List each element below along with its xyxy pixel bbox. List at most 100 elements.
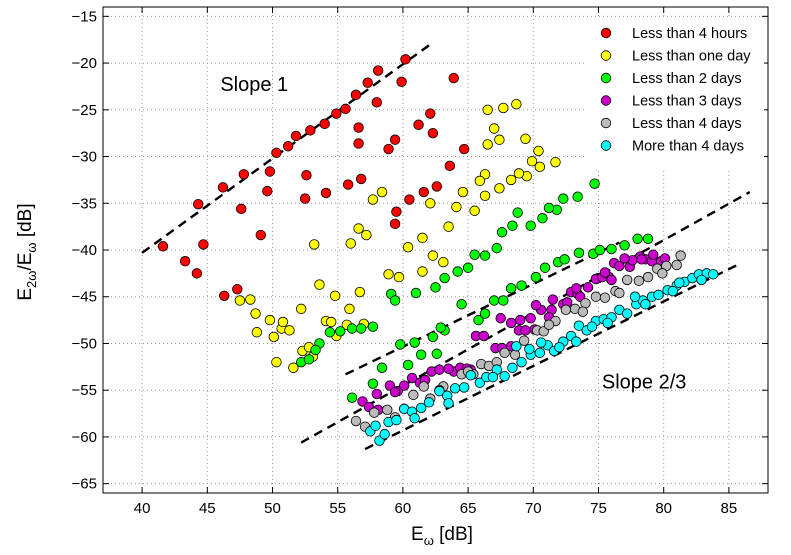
data-point xyxy=(511,341,522,352)
data-point xyxy=(310,344,321,356)
data-point xyxy=(516,356,527,368)
legend-marker xyxy=(600,72,612,84)
data-point xyxy=(179,256,191,267)
y-tick-label: −25 xyxy=(72,102,97,119)
series-5 xyxy=(365,268,719,446)
data-point xyxy=(674,277,685,288)
data-point xyxy=(219,290,230,301)
data-point xyxy=(619,240,630,251)
data-point xyxy=(558,193,569,204)
data-point xyxy=(474,175,486,187)
data-point xyxy=(443,363,454,374)
x-tick-label: 40 xyxy=(134,500,151,517)
data-point xyxy=(389,295,401,306)
legend-marker xyxy=(600,95,612,106)
data-point xyxy=(443,221,454,232)
x-tick-label: 50 xyxy=(264,500,281,517)
data-point xyxy=(525,313,536,324)
data-point xyxy=(582,282,594,293)
data-point xyxy=(511,98,522,110)
data-point xyxy=(309,239,320,250)
y-tick-label: −35 xyxy=(72,195,97,212)
data-point xyxy=(324,327,336,338)
data-point xyxy=(353,138,364,149)
legend-marker xyxy=(600,50,612,61)
data-point xyxy=(614,260,625,272)
data-point xyxy=(482,139,493,150)
data-point xyxy=(499,370,510,382)
data-point xyxy=(518,335,530,346)
data-point xyxy=(571,283,582,294)
data-point xyxy=(478,330,489,342)
data-point xyxy=(353,223,364,234)
data-point xyxy=(599,267,611,278)
data-point xyxy=(314,279,325,290)
x-tick-label: 60 xyxy=(395,500,412,517)
y-tick-label: −55 xyxy=(72,382,97,399)
data-point xyxy=(577,306,589,317)
data-point xyxy=(372,65,384,76)
legend-marker xyxy=(600,140,612,151)
data-point xyxy=(284,325,295,336)
data-point xyxy=(648,249,659,260)
data-point xyxy=(402,241,414,253)
data-point xyxy=(396,76,407,87)
data-point xyxy=(430,282,441,293)
data-point xyxy=(303,354,315,365)
y-tick-label: −50 xyxy=(72,335,97,352)
data-point xyxy=(434,385,445,397)
y-axis-label: E2ω/Eω [dB] xyxy=(15,203,39,300)
data-point xyxy=(474,377,486,388)
annotations: Slope 1 Slope 2/3 xyxy=(220,74,686,393)
y-tick-label: −65 xyxy=(72,476,97,493)
data-point xyxy=(657,268,668,279)
data-point xyxy=(482,104,493,116)
annotation-label: Slope 2/3 xyxy=(602,371,687,393)
data-point xyxy=(537,213,548,224)
data-point xyxy=(418,381,429,392)
data-point xyxy=(400,54,411,65)
x-tick-label: 65 xyxy=(460,500,477,517)
data-point xyxy=(232,284,243,295)
data-point xyxy=(340,103,351,115)
data-point xyxy=(413,119,424,130)
data-point xyxy=(391,206,402,217)
data-point xyxy=(457,186,469,198)
x-axis-label: Eω [dB] xyxy=(411,524,473,548)
data-point xyxy=(469,205,480,216)
data-point xyxy=(458,143,470,155)
legend-box xyxy=(586,19,764,171)
data-point xyxy=(586,321,598,332)
data-point xyxy=(494,183,505,194)
y-tick-label: −15 xyxy=(72,8,97,25)
data-point xyxy=(277,316,289,328)
data-point xyxy=(379,428,390,440)
data-point xyxy=(543,319,555,330)
data-point xyxy=(554,342,565,353)
legend-entry: More than 4 days xyxy=(632,139,744,155)
axis-ticks: 40 45 50 55 60 65 70 75 80 85 −15 −20 −25 −30 −35 −40 −4… xyxy=(72,7,768,517)
data-point xyxy=(299,193,311,204)
data-point xyxy=(456,299,467,310)
data-point xyxy=(362,77,373,88)
data-point xyxy=(543,202,555,214)
legend-entry: Less than 3 days xyxy=(632,94,742,110)
legend-marker xyxy=(600,117,612,129)
data-point xyxy=(621,274,633,286)
data-point xyxy=(530,299,542,311)
data-point xyxy=(355,173,367,185)
data-point xyxy=(491,242,502,254)
data-point xyxy=(479,250,491,261)
data-point xyxy=(535,337,547,348)
data-point xyxy=(389,218,401,230)
data-point xyxy=(534,161,546,173)
series-1 xyxy=(234,98,561,373)
data-point xyxy=(633,275,645,287)
data-point xyxy=(409,337,420,348)
data-point xyxy=(350,89,362,101)
data-point xyxy=(640,299,651,310)
data-point xyxy=(355,323,367,334)
legend-entry: Less than 4 days xyxy=(632,116,742,132)
data-point xyxy=(399,380,410,391)
